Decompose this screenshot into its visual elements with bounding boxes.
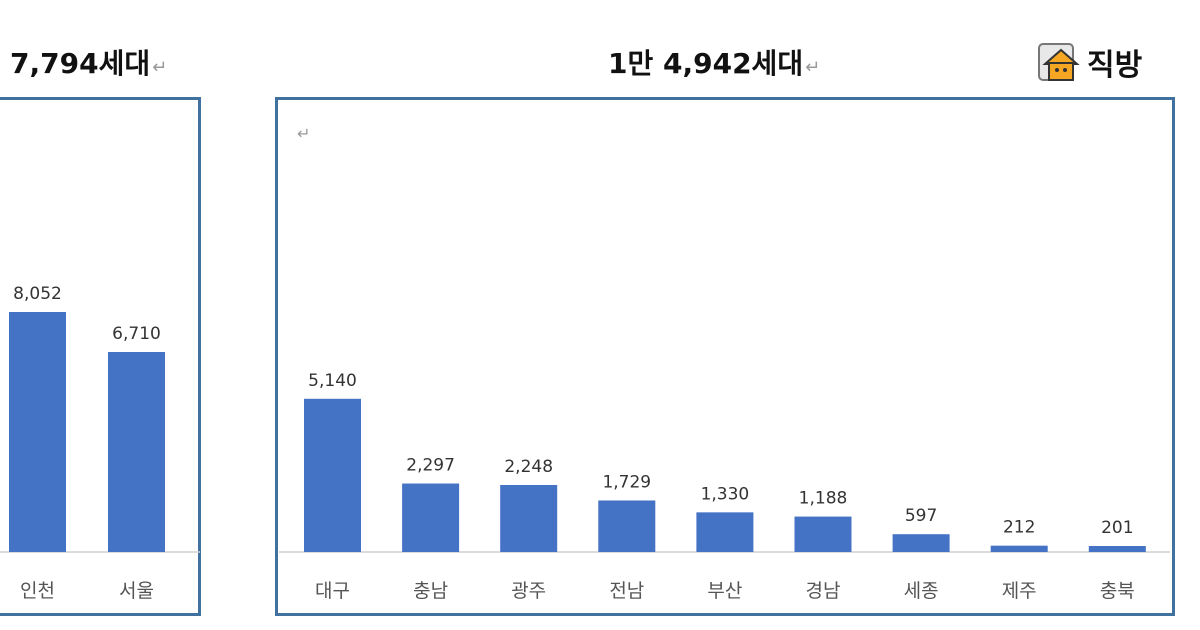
category-label-광주: 광주 bbox=[511, 580, 546, 602]
house-icon bbox=[1038, 43, 1080, 81]
category-label-제주: 제주 bbox=[1002, 580, 1037, 602]
left-chart-title: 7,794세대 ↵ bbox=[10, 42, 167, 82]
logo-text: 직방 bbox=[1087, 48, 1143, 83]
category-label-대구: 대구 bbox=[315, 580, 350, 602]
value-label-부산: 1,330 bbox=[701, 484, 750, 504]
value-label-제주: 212 bbox=[1003, 518, 1035, 538]
value-label-인천: 8,052 bbox=[13, 284, 62, 304]
bar-세종 bbox=[892, 534, 950, 552]
bar-전남 bbox=[598, 500, 656, 552]
category-label-전남: 전남 bbox=[609, 580, 644, 602]
category-label-부산: 부산 bbox=[707, 580, 742, 602]
bar-인천 bbox=[9, 312, 66, 552]
category-label-세종: 세종 bbox=[904, 580, 939, 602]
zigbang-logo: 직방 bbox=[1037, 40, 1142, 84]
panel-return-mark: ↵ bbox=[297, 124, 311, 143]
value-label-경남: 1,188 bbox=[799, 489, 848, 509]
value-label-광주: 2,248 bbox=[504, 457, 553, 477]
category-label-경남: 경남 bbox=[806, 580, 841, 602]
bar-경남 bbox=[794, 516, 852, 552]
bar-광주 bbox=[500, 484, 558, 552]
value-label-대구: 5,140 bbox=[308, 371, 357, 391]
category-label-충북: 충북 bbox=[1100, 580, 1135, 602]
right-chart-title: 1만 4,942세대 ↵ bbox=[608, 42, 820, 82]
value-label-서울: 6,710 bbox=[112, 324, 161, 344]
bar-부산 bbox=[696, 512, 754, 552]
return-mark: ↵ bbox=[152, 57, 168, 78]
value-label-전남: 1,729 bbox=[602, 472, 651, 492]
right-chart-panel bbox=[275, 97, 1175, 616]
value-label-세종: 597 bbox=[905, 506, 937, 526]
return-mark: ↵ bbox=[805, 57, 821, 78]
bar-대구 bbox=[304, 398, 361, 552]
category-label-인천: 인천 bbox=[20, 580, 55, 602]
right-title-text: 1만 4,942세대 bbox=[608, 47, 804, 80]
left-chart-panel bbox=[0, 97, 201, 616]
bar-제주 bbox=[990, 545, 1048, 552]
bar-충남 bbox=[402, 483, 460, 552]
value-label-충북: 201 bbox=[1101, 518, 1133, 538]
left-title-text: 7,794세대 bbox=[10, 47, 151, 80]
category-label-충남: 충남 bbox=[413, 580, 448, 602]
category-label-서울: 서울 bbox=[119, 580, 154, 602]
value-label-충남: 2,297 bbox=[406, 456, 455, 476]
bar-충북 bbox=[1088, 546, 1146, 552]
bar-서울 bbox=[108, 352, 165, 552]
